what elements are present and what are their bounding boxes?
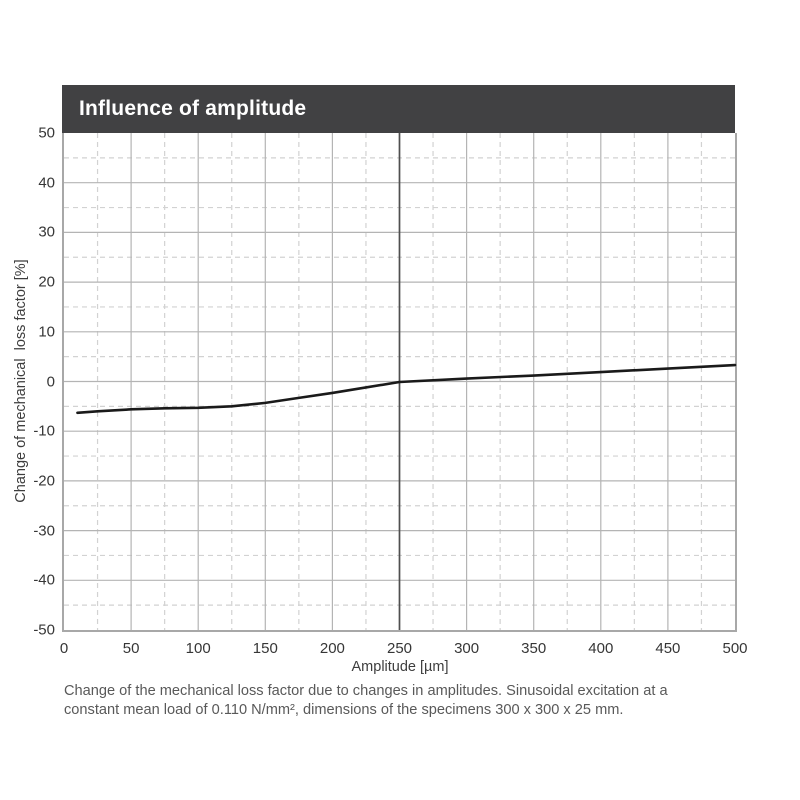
x-tick-label: 400 (588, 640, 614, 657)
data-curve (76, 363, 737, 415)
x-tick-label: 50 (122, 640, 140, 657)
x-tick-label: 250 (386, 640, 413, 657)
chart-title-bar: Influence of amplitude (62, 85, 735, 133)
y-tick-label: -50 (33, 621, 55, 639)
chart-caption: Change of the mechanical loss factor due… (64, 682, 754, 720)
y-tick-label: 20 (38, 273, 55, 291)
y-tick-label: -20 (33, 472, 55, 490)
y-tick-label: -30 (33, 522, 55, 540)
x-tick-label: 350 (521, 640, 547, 657)
x-axis-title: Amplitude [µm] (351, 659, 449, 675)
x-tick-label: 300 (454, 640, 480, 657)
caption-line-2: constant mean load of 0.110 N/mm², dimen… (64, 702, 624, 718)
chart-title: Influence of amplitude (79, 97, 307, 120)
y-tick-label: -10 (33, 422, 55, 440)
caption-line-1: Change of the mechanical loss factor due… (64, 683, 668, 699)
y-axis-title: Change of mechanical loss factor [%] (13, 259, 29, 503)
y-tick-label: 0 (46, 373, 55, 390)
x-tick-label: 150 (252, 640, 278, 657)
x-tick-label: 500 (722, 640, 748, 657)
y-tick-label: -40 (33, 571, 55, 589)
y-tick-label: 50 (38, 124, 55, 142)
y-tick-label: 40 (38, 174, 55, 192)
y-tick-label: 10 (38, 323, 55, 341)
x-tick-label: 0 (59, 640, 69, 657)
x-tick-label: 100 (185, 640, 211, 657)
y-tick-label: 30 (38, 223, 55, 241)
x-tick-label: 450 (655, 640, 681, 657)
x-tick-label: 200 (319, 640, 345, 657)
